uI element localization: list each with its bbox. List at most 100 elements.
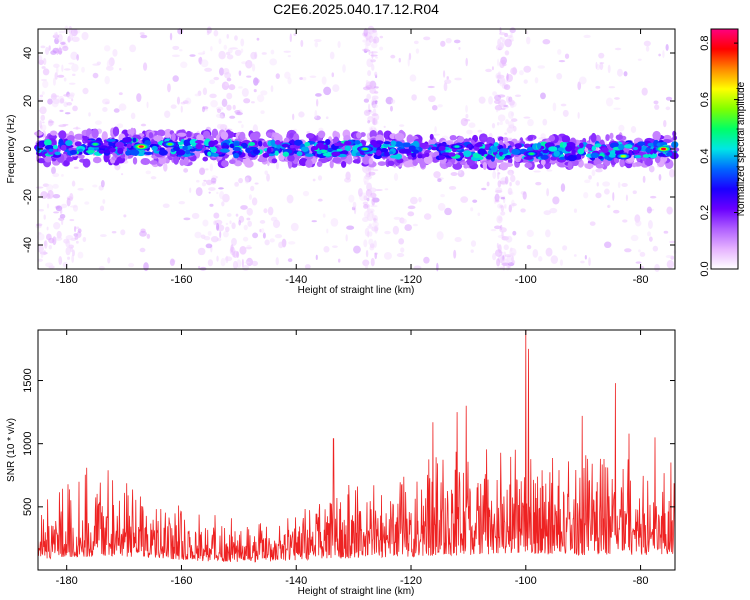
spectrogram-noise-blob (76, 54, 80, 61)
spectrogram-noise-blob (227, 47, 233, 54)
spectrogram-noise-blob (195, 179, 200, 183)
spectrogram-noise-blob (270, 85, 274, 93)
spectrogram-noise-blob (57, 95, 65, 104)
spectrogram-noise-blob (43, 250, 47, 256)
spectrogram-ridge-blob (375, 149, 382, 157)
spectrogram-noise-blob (465, 57, 468, 67)
spectrogram-ridge-blob (352, 159, 361, 164)
spectrogram-noise-blob (240, 205, 248, 210)
spectrogram-noise-blob (61, 64, 64, 72)
spectrogram-noise-blob (494, 199, 500, 203)
spectrogram-noise-blob (369, 187, 377, 193)
spectrogram-noise-blob (367, 120, 371, 124)
spectrogram-noise-blob (332, 245, 338, 248)
spectrogram-noise-blob (73, 166, 79, 169)
spectrogram-x-tick-label: -80 (633, 274, 649, 286)
spectrogram-ridge-blob (244, 160, 254, 168)
spectrogram-noise-blob (427, 85, 435, 89)
spectrogram-ridge-blob (262, 141, 268, 148)
spectrogram-noise-blob (68, 82, 76, 85)
spectrogram-noise-blob (96, 61, 101, 65)
spectrogram-noise-blob (646, 206, 652, 214)
spectrogram-ridge-blob (608, 153, 618, 158)
spectrogram-noise-blob (116, 123, 124, 129)
spectrogram-noise-blob (325, 116, 329, 120)
spectrogram-noise-blob (448, 185, 457, 190)
spectrogram-ridge-blob (467, 143, 472, 148)
spectrogram-noise-blob (57, 74, 65, 78)
spectrogram-ridge-blob (316, 150, 322, 155)
spectrogram-ridge-blob (278, 153, 285, 161)
spectrogram-noise-blob (488, 96, 493, 105)
colorbar-label: Normalized spectral amplitude (736, 81, 747, 216)
spectrogram-ridge-blob (666, 151, 673, 157)
spectrogram-noise-blob (540, 92, 546, 100)
spectrogram-noise-blob (665, 96, 673, 101)
spectrogram-noise-blob (300, 39, 304, 48)
spectrogram-noise-blob (209, 79, 216, 85)
spectrogram-ridge-blob (495, 153, 500, 159)
spectrogram-noise-blob (252, 232, 259, 239)
spectrogram-noise-blob (468, 122, 476, 128)
colorbar-tick-label: 0.4 (699, 148, 711, 163)
spectrogram-noise-blob (205, 168, 209, 171)
spectrogram-noise-blob (65, 239, 71, 248)
snr-frame (37, 329, 676, 571)
spectrogram-noise-blob (72, 73, 76, 77)
spectrogram-ridge-blob (176, 149, 186, 156)
spectrogram-ridge-blob (234, 160, 242, 167)
spectrogram-ridge-blob (419, 142, 428, 148)
spectrogram-noise-blob (559, 259, 564, 266)
spectrogram-noise-blob (202, 219, 209, 227)
spectrogram-ridge-blob (122, 137, 133, 143)
snr-x-tick-label: -180 (56, 575, 78, 587)
spectrogram-noise-blob (344, 177, 352, 183)
spectrogram-ridge-blob (117, 147, 124, 155)
spectrogram-x-tick-label: -120 (400, 274, 422, 286)
spectrogram-ridge-blob (536, 142, 542, 150)
spectrogram-noise-blob (496, 258, 501, 267)
spectrogram-noise-blob (617, 68, 623, 77)
spectrogram-noise-blob (170, 104, 177, 109)
spectrogram-noise-blob (363, 239, 368, 248)
spectrogram-noise-blob (454, 237, 462, 243)
spectrogram-noise-blob (246, 75, 252, 78)
spectrogram-noise-blob (234, 35, 238, 41)
spectrogram-noise-blob (608, 86, 616, 89)
colorbar-tick-label: 0.8 (699, 35, 711, 50)
spectrogram-noise-blob (232, 250, 239, 258)
spectrogram-noise-blob (77, 228, 82, 233)
spectrogram-noise-blob (665, 106, 671, 111)
spectrogram-noise-blob (364, 227, 370, 237)
spectrogram-noise-blob (40, 114, 46, 121)
spectrogram-ridge-blob (499, 162, 509, 171)
spectrogram-ridge-blob (132, 137, 137, 143)
spectrogram-noise-blob (345, 234, 348, 242)
spectrogram-noise-blob (500, 205, 505, 212)
spectrogram-noise-blob (261, 52, 267, 55)
spectrogram-noise-blob (508, 204, 512, 213)
spectrogram-noise-blob (71, 98, 74, 102)
spectrogram-noise-blob (180, 105, 183, 113)
spectrogram-noise-blob (216, 255, 219, 262)
spectrogram-ticks: -180 -160 -140 -120 -100 -80 -40 -20 0 20 40 (22, 29, 675, 286)
spectrogram-ridge-blob (239, 131, 246, 141)
spectrogram-noise-blob (264, 239, 270, 246)
spectrogram-ridge-blob (249, 132, 260, 142)
spectrogram-ridge-blob (417, 154, 423, 159)
spectrogram-noise-blob (497, 180, 502, 188)
spectrogram-ridge-blob (171, 132, 176, 142)
spectrogram-ridge-blob (54, 151, 61, 156)
spectrogram-ridge-blob (219, 148, 230, 153)
spectrogram-noise-blob (140, 34, 148, 39)
spectrogram-noise-blob (496, 121, 500, 126)
spectrogram-noise-blob (510, 67, 518, 75)
spectrogram-noise-blob (172, 45, 180, 50)
spectrogram-noise-blob (460, 117, 468, 127)
spectrogram-noise-blob (221, 201, 225, 207)
spectrogram-noise-blob (266, 173, 270, 182)
spectrogram-noise-blob (499, 227, 507, 233)
spectrogram-noise-blob (384, 230, 391, 235)
spectrogram-noise-blob (625, 194, 628, 202)
spectrogram-noise-blob (500, 211, 506, 216)
